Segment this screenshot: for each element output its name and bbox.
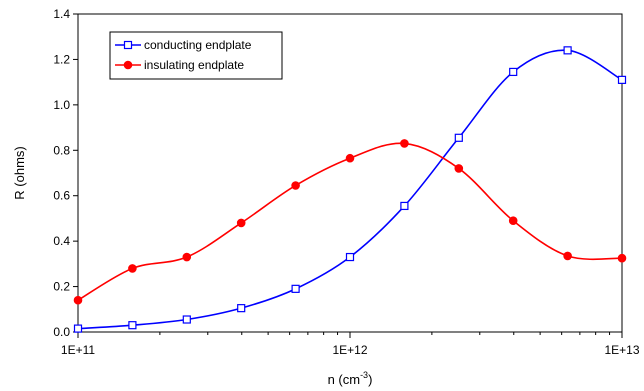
y-tick-label: 0.0: [53, 325, 70, 339]
data-point: [182, 252, 192, 262]
data-point: [291, 181, 300, 190]
data-point: [182, 315, 191, 324]
x-axis: 1E+11 1E+12 1E+13: [61, 332, 640, 357]
data-point: [236, 218, 246, 228]
series-line-conducting-endplate: [77, 49, 623, 330]
y-tick-label: 0.4: [53, 234, 70, 248]
data-point: [128, 321, 137, 330]
y-tick-label: 0.2: [53, 280, 70, 294]
data-point: [400, 201, 409, 211]
series-layer: [73, 46, 627, 333]
x-tick-label: 1E+11: [61, 343, 95, 357]
x-axis-label-main: n (cm: [328, 372, 361, 387]
data-point: [454, 164, 464, 173]
data-point: [400, 139, 409, 148]
data-point: [128, 264, 137, 273]
data-point: [345, 252, 355, 262]
data-point: [509, 67, 518, 77]
y-axis: 0.0 0.2 0.4 0.6 0.8 1.0 1.2 1.4: [53, 7, 78, 339]
data-point: [291, 284, 300, 293]
x-tick-label: 1E+13: [604, 343, 639, 357]
legend-box: [109, 31, 283, 80]
data-point: [617, 253, 627, 263]
data-point: [345, 153, 355, 163]
y-tick-label: 0.6: [53, 189, 70, 203]
series-conducting-endplate: [73, 46, 627, 333]
y-tick-label: 1.0: [53, 98, 70, 112]
legend-marker: [123, 40, 133, 50]
y-tick-label: 1.2: [53, 52, 70, 66]
legend-label: insulating endplate: [144, 58, 244, 72]
legend-item-insulating-endplate: insulating endplate: [115, 58, 244, 72]
series-insulating-endplate: [73, 139, 627, 305]
x-tick-label: 1E+12: [332, 343, 367, 357]
data-point: [563, 251, 572, 261]
data-point: [617, 75, 627, 84]
legend-marker: [123, 60, 133, 70]
data-point: [73, 324, 83, 333]
data-point: [508, 216, 518, 225]
legend: conducting endplate insulating endplate: [109, 31, 283, 80]
x-axis-label: n (cm-3): [328, 370, 373, 387]
x-axis-label-superscript: -3: [360, 370, 368, 380]
data-point: [454, 133, 463, 142]
data-point: [563, 46, 572, 55]
y-axis-label: R (ohms): [12, 146, 27, 199]
legend-label: conducting endplate: [144, 38, 252, 52]
y-tick-label: 1.4: [53, 7, 70, 21]
data-point: [237, 304, 246, 313]
x-axis-label-tail: ): [368, 372, 372, 387]
legend-item-conducting-endplate: conducting endplate: [115, 38, 252, 52]
y-tick-label: 0.8: [53, 143, 70, 157]
data-point: [73, 295, 83, 305]
